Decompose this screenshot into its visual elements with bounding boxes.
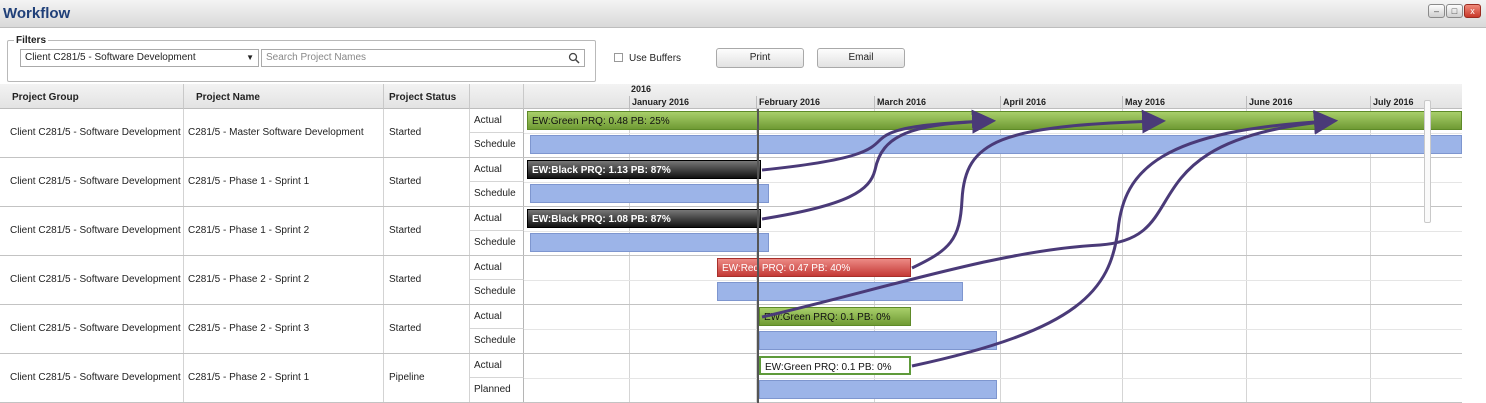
- filters-legend: Filters: [14, 35, 49, 46]
- row-divider: [524, 206, 1462, 207]
- actual-label: Actual: [470, 109, 524, 133]
- filters-panel: Filters Client C281/5 - Software Develop…: [7, 35, 596, 82]
- project-group-cell: Client C281/5 - Software Development: [0, 158, 184, 206]
- month-gridline: [1370, 109, 1371, 403]
- print-button[interactable]: Print: [716, 48, 804, 68]
- table-row[interactable]: Client C281/5 - Software Development C281…: [0, 305, 524, 354]
- actual-bar[interactable]: EW:Black PRQ: 1.13 PB: 87%: [527, 160, 761, 179]
- row-divider: [524, 329, 1462, 330]
- row-divider: [524, 157, 1462, 158]
- project-status-cell: Started: [384, 158, 470, 206]
- schedule-bar[interactable]: [530, 184, 769, 203]
- column-header-group[interactable]: Project Group: [0, 84, 184, 109]
- row-divider: [524, 378, 1462, 379]
- project-group-cell: Client C281/5 - Software Development: [0, 305, 184, 353]
- minimize-icon[interactable]: –: [1428, 4, 1445, 18]
- timeline-month: April 2016: [1000, 96, 1122, 109]
- actual-bar[interactable]: EW:Green PRQ: 0.48 PB: 25%: [527, 111, 1462, 130]
- schedule-label: Schedule: [470, 231, 524, 255]
- actual-bar[interactable]: EW:Green PRQ: 0.1 PB: 0%: [759, 356, 911, 375]
- table-row[interactable]: Client C281/5 - Software Development C281…: [0, 109, 524, 158]
- chevron-down-icon: ▼: [246, 53, 254, 62]
- actual-label: Actual: [470, 158, 524, 182]
- email-button[interactable]: Email: [817, 48, 905, 68]
- actual-bar[interactable]: EW:Red PRQ: 0.47 PB: 40%: [717, 258, 911, 277]
- project-status-cell: Started: [384, 256, 470, 304]
- timeline-year: 2016: [631, 84, 652, 94]
- column-header-type: [470, 84, 524, 109]
- row-divider: [524, 182, 1462, 183]
- actual-label: Actual: [470, 305, 524, 329]
- row-divider: [524, 280, 1462, 281]
- row-divider: [524, 231, 1462, 232]
- project-group-cell: Client C281/5 - Software Development: [0, 354, 184, 402]
- timeline-month: June 2016: [1246, 96, 1370, 109]
- timeline-month: July 2016: [1370, 96, 1462, 109]
- project-name-cell[interactable]: C281/5 - Master Software Development: [184, 109, 384, 157]
- row-divider: [524, 133, 1462, 134]
- project-group-cell: Client C281/5 - Software Development: [0, 207, 184, 255]
- maximize-icon[interactable]: □: [1446, 4, 1463, 18]
- window-title: Workflow: [3, 5, 71, 22]
- schedule-label: Schedule: [470, 329, 524, 353]
- schedule-label: Planned: [470, 378, 524, 402]
- client-select-value: Client C281/5 - Software Development: [25, 52, 196, 63]
- timeline-month: February 2016: [756, 96, 874, 109]
- timeline-month: January 2016: [629, 96, 756, 109]
- actual-bar[interactable]: EW:Black PRQ: 1.08 PB: 87%: [527, 209, 761, 228]
- search-input[interactable]: Search Project Names: [261, 49, 585, 67]
- project-name-cell[interactable]: C281/5 - Phase 1 - Sprint 2: [184, 207, 384, 255]
- project-name-cell[interactable]: C281/5 - Phase 1 - Sprint 1: [184, 158, 384, 206]
- project-group-cell: Client C281/5 - Software Development: [0, 256, 184, 304]
- use-buffers-label: Use Buffers: [629, 53, 682, 64]
- timeline-month: March 2016: [874, 96, 1000, 109]
- column-header-status[interactable]: Project Status: [384, 84, 470, 109]
- project-name-cell[interactable]: C281/5 - Phase 2 - Sprint 2: [184, 256, 384, 304]
- table-row[interactable]: Client C281/5 - Software Development C281…: [0, 256, 524, 305]
- project-group-cell: Client C281/5 - Software Development: [0, 109, 184, 157]
- schedule-label: Schedule: [470, 182, 524, 206]
- search-icon[interactable]: [568, 52, 580, 64]
- row-divider: [524, 353, 1462, 354]
- timeline-header: 2016 January 2016 February 2016 March 2016…: [524, 84, 1462, 109]
- search-placeholder: Search Project Names: [266, 52, 367, 63]
- actual-label: Actual: [470, 256, 524, 280]
- actual-label: Actual: [470, 207, 524, 231]
- project-name-cell[interactable]: C281/5 - Phase 2 - Sprint 1: [184, 354, 384, 402]
- today-line: [757, 109, 759, 403]
- project-status-cell: Started: [384, 207, 470, 255]
- project-status-cell: Started: [384, 305, 470, 353]
- table-row[interactable]: Client C281/5 - Software Development C281…: [0, 207, 524, 256]
- timeline-month: May 2016: [1122, 96, 1246, 109]
- column-header-name[interactable]: Project Name: [184, 84, 384, 109]
- schedule-label: Schedule: [470, 280, 524, 304]
- month-gridline: [756, 109, 757, 403]
- row-divider: [524, 304, 1462, 305]
- project-grid: Project Group Project Name Project Statu…: [0, 84, 1486, 403]
- month-gridline: [629, 109, 630, 403]
- actual-bar[interactable]: EW:Green PRQ: 0.1 PB: 0%: [759, 307, 911, 326]
- vertical-scrollbar[interactable]: [1424, 100, 1431, 223]
- table-row[interactable]: Client C281/5 - Software Development C281…: [0, 354, 524, 403]
- schedule-bar[interactable]: [530, 233, 769, 252]
- schedule-bar[interactable]: [759, 331, 997, 350]
- window-titlebar: Workflow – □ x: [0, 0, 1486, 28]
- checkbox-icon[interactable]: [614, 53, 623, 62]
- project-name-cell[interactable]: C281/5 - Phase 2 - Sprint 3: [184, 305, 384, 353]
- gantt-chart: EW:Green PRQ: 0.48 PB: 25% EW:Black PRQ: …: [524, 109, 1462, 403]
- client-select[interactable]: Client C281/5 - Software Development ▼: [20, 49, 259, 67]
- actual-label: Actual: [470, 354, 524, 378]
- project-status-cell: Pipeline: [384, 354, 470, 402]
- close-icon[interactable]: x: [1464, 4, 1481, 18]
- schedule-bar[interactable]: [530, 135, 1462, 154]
- row-divider: [524, 255, 1462, 256]
- table-row[interactable]: Client C281/5 - Software Development C281…: [0, 158, 524, 207]
- schedule-bar[interactable]: [759, 380, 997, 399]
- project-status-cell: Started: [384, 109, 470, 157]
- use-buffers-checkbox[interactable]: Use Buffers: [614, 53, 681, 64]
- schedule-label: Schedule: [470, 133, 524, 157]
- schedule-bar[interactable]: [717, 282, 963, 301]
